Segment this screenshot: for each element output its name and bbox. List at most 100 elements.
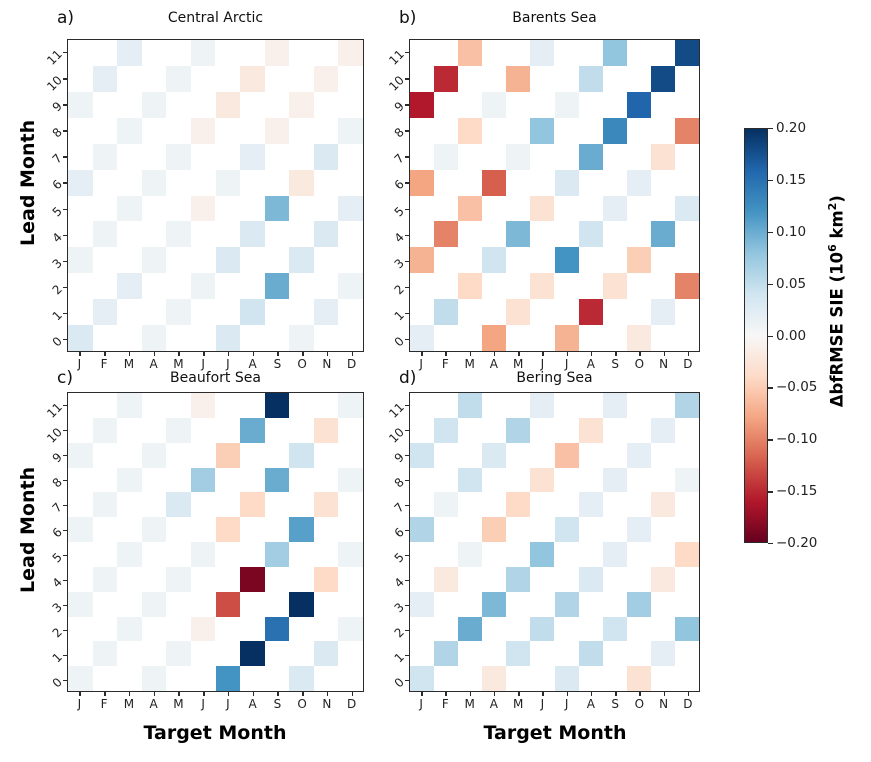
heatmap-cell: [166, 65, 191, 92]
y-tick-label: 3: [49, 599, 65, 615]
colorbar-label: ΔbfRMSE SIE (106 km2): [826, 195, 847, 407]
y-tick-label: 1: [49, 649, 65, 665]
heatmap-cell: [215, 591, 241, 617]
colorbar-tick-label: −0.05: [776, 379, 818, 396]
x-tick-mark: [518, 692, 520, 696]
y-tick-mark: [63, 104, 67, 106]
y-tick-label: 9: [391, 449, 407, 465]
x-tick-label: S: [273, 697, 282, 711]
y-tick-mark: [63, 338, 67, 341]
y-tick-mark: [405, 529, 409, 531]
heatmap-cell: [338, 616, 363, 642]
heatmap-cell: [240, 299, 265, 326]
x-tick-label: J: [540, 697, 545, 711]
heatmap-cell: [626, 591, 651, 617]
heatmap-cell: [578, 641, 603, 667]
x-tick-mark: [493, 352, 496, 356]
y-tick-label: 2: [49, 624, 65, 640]
x-tick-label: J: [564, 357, 569, 371]
heatmap-cell: [434, 417, 459, 443]
x-tick-label: F: [441, 357, 449, 371]
y-tick-label: 9: [391, 99, 407, 115]
heatmap-cell: [166, 143, 191, 170]
heatmap-cell: [578, 299, 603, 326]
heatmap-cell: [190, 40, 216, 66]
x-tick-label: A: [149, 697, 158, 711]
y-tick-mark: [405, 286, 409, 289]
heatmap-cell: [626, 666, 651, 691]
y-tick-label: 2: [391, 281, 407, 298]
x-tick-label: F: [441, 697, 449, 711]
y-tick-label: 5: [49, 549, 65, 565]
heatmap-cell: [190, 273, 216, 300]
heatmap-cell: [410, 591, 435, 617]
x-tick-mark: [421, 352, 423, 356]
x-tick-mark: [351, 352, 354, 356]
y-tick-mark: [63, 429, 67, 431]
y-tick-mark: [405, 479, 409, 481]
x-tick-label: M: [173, 697, 184, 711]
x-tick-label: S: [273, 357, 282, 371]
y-tick-label: 10: [44, 424, 65, 446]
x-tick-label: A: [489, 697, 498, 711]
y-tick-mark: [405, 104, 409, 106]
heatmap-cell: [482, 591, 507, 617]
colorbar-tick-mark: [768, 439, 773, 441]
y-tick-mark: [405, 429, 409, 431]
colorbar-tick-mark: [768, 283, 773, 286]
x-tick-mark: [79, 692, 81, 696]
heatmap-cell: [458, 273, 483, 300]
colorbar-tick-mark: [768, 179, 773, 182]
colorbar-tick-label: 0.20: [776, 120, 807, 136]
heatmap-cell: [240, 417, 265, 443]
heatmap-cell: [141, 169, 167, 196]
heatmap-cell: [482, 666, 507, 691]
heatmap-cell: [117, 393, 142, 418]
x-tick-label: F: [100, 357, 108, 371]
heatmap-cell: [506, 299, 531, 326]
y-tick-label: 2: [391, 624, 407, 640]
heatmap-cell: [458, 616, 483, 642]
y-tick-label: 11: [386, 47, 407, 68]
heatmap-cell: [141, 442, 167, 468]
x-tick-mark: [542, 692, 544, 696]
colorbar-tick-label: 0.15: [776, 171, 807, 188]
y-tick-label: 3: [391, 599, 407, 615]
heatmap-cell: [674, 195, 699, 222]
heatmap-cell: [530, 117, 555, 144]
x-tick-label: A: [586, 357, 595, 371]
heatmap-cell: [410, 517, 435, 542]
heatmap-cell: [506, 566, 531, 592]
colorbar-label-part3: ): [827, 195, 847, 203]
heatmap-cell: [68, 247, 93, 274]
heatmap-cell: [166, 641, 191, 667]
x-tick-mark: [227, 692, 230, 696]
heatmap-cell: [434, 143, 459, 170]
x-tick-label: N: [322, 357, 332, 371]
heatmap-cell: [530, 195, 555, 222]
heatmap-cell: [92, 417, 118, 443]
heatmap-cell: [289, 91, 314, 118]
heatmap-cell: [338, 273, 363, 300]
colorbar-label-part1: ΔbfRMSE SIE (10: [827, 251, 847, 408]
heatmap-cell: [650, 641, 675, 667]
heatmap-cell: [338, 542, 363, 567]
heatmap-cell: [141, 91, 167, 118]
colorbar-tick-label: −0.15: [776, 483, 818, 500]
x-tick-label: J: [77, 357, 82, 371]
heatmap-cell: [338, 393, 363, 418]
heatmap-cell: [506, 221, 531, 248]
x-tick-mark: [518, 352, 520, 356]
y-tick-label: 3: [49, 255, 65, 272]
y-tick-mark: [405, 208, 409, 210]
heatmap-cell: [338, 467, 363, 493]
x-tick-label: N: [659, 357, 669, 371]
x-tick-mark: [566, 352, 569, 356]
heatmap-cell: [190, 393, 216, 418]
colorbar-tick-label: 0.00: [776, 327, 807, 344]
y-tick-mark: [63, 312, 67, 315]
x-tick-mark: [277, 692, 279, 696]
heatmap-cell: [530, 393, 555, 418]
y-tick-label: 8: [49, 474, 65, 490]
heatmap-cell: [166, 221, 191, 248]
